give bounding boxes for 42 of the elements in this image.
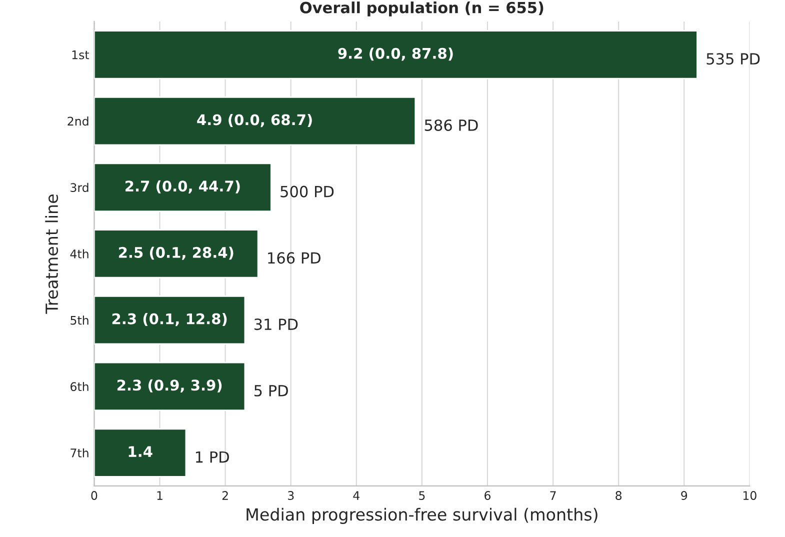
y-tick-label: 4th	[70, 249, 88, 258]
bar	[94, 162, 272, 212]
y-tick-label: 1st	[72, 50, 90, 60]
data-label: 2.3 (0.1, 12.8)	[112, 313, 227, 326]
data-label: 9.2 (0.0, 87.8)	[338, 48, 453, 61]
y-tick-label: 6th	[70, 382, 88, 392]
annotation: 535 PD	[706, 53, 760, 65]
data-label: 4.9 (0.0, 68.7)	[197, 114, 312, 128]
x-tick-label: 1	[157, 491, 162, 500]
annotation: 166 PD	[268, 252, 320, 264]
x-tick-label: 3	[288, 491, 294, 500]
x-tick-label: 5	[419, 491, 425, 500]
bar	[94, 30, 698, 80]
x-axis-title: Median progression-free survival (months)	[246, 508, 598, 524]
data-label: 2.5 (0.1, 28.4)	[118, 246, 234, 260]
bar	[94, 296, 246, 345]
bar	[94, 362, 246, 412]
x-tick-label: 7	[550, 491, 556, 500]
x-tick-label: 9	[681, 491, 688, 500]
y-tick-label: 5th	[70, 316, 88, 325]
x-tick-label: 10	[743, 491, 756, 500]
annotation: 586 PD	[424, 119, 478, 132]
y-tick-label: 2nd	[68, 116, 88, 126]
x-tick-label: 2	[222, 491, 228, 500]
y-axis-title: Treatment line	[45, 194, 58, 314]
data-label: 2.7 (0.0, 44.7)	[126, 180, 240, 194]
x-tick-label: 0	[91, 491, 98, 500]
y-tick-label: 7th	[70, 448, 88, 458]
bar	[94, 428, 187, 478]
x-tick-label: 4	[353, 491, 360, 500]
data-label: 1.4	[128, 446, 152, 457]
annotation: 31 PD	[254, 318, 298, 330]
x-tick-label: 8	[616, 491, 622, 500]
annotation: 1 PD	[196, 451, 229, 463]
bar	[94, 229, 259, 278]
data-label: 2.3 (0.9, 3.9)	[117, 379, 222, 393]
annotation: 5 PD	[254, 385, 288, 396]
annotation: 500 PD	[280, 186, 334, 198]
y-tick-label: 3rd	[70, 182, 88, 192]
bar	[94, 96, 416, 146]
x-tick-label: 6	[484, 491, 490, 500]
chart-title: Overall population (n = 655)	[300, 2, 544, 16]
